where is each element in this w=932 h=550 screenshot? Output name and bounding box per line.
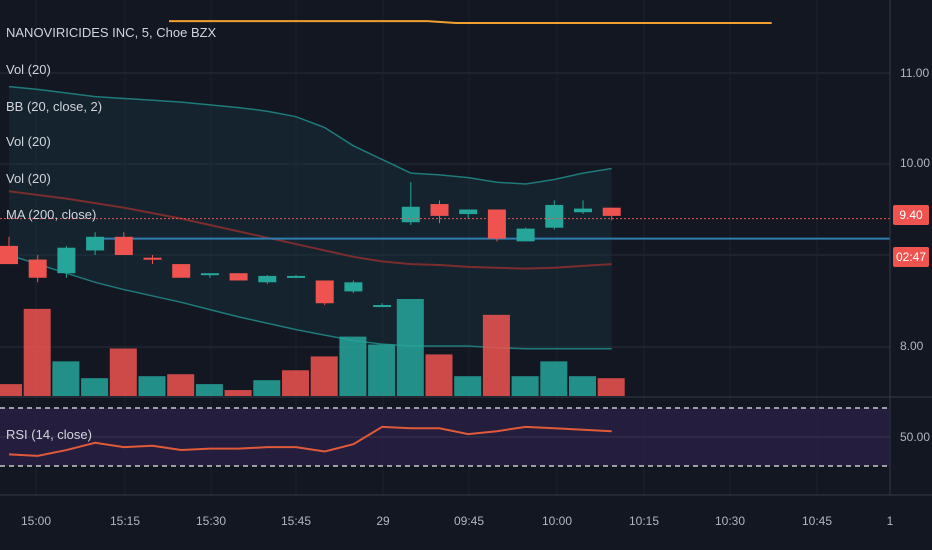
volume-bar xyxy=(253,380,281,396)
rsi-line xyxy=(8,425,612,457)
volume-bar xyxy=(482,314,510,396)
legend-ma[interactable]: MA (200, close) xyxy=(6,207,97,222)
volume-bar xyxy=(425,354,453,396)
volume-bar xyxy=(282,370,309,396)
volume-bar xyxy=(454,376,482,396)
candle-body xyxy=(86,236,105,251)
time-tick: 15:15 xyxy=(109,514,141,528)
candle-body xyxy=(172,264,191,278)
time-tick: 15:45 xyxy=(280,514,312,528)
volume-bar xyxy=(224,390,252,396)
time-tick: 15:30 xyxy=(195,514,227,528)
volume-bar xyxy=(52,361,80,396)
candle-body xyxy=(516,228,535,242)
volume-bar xyxy=(138,376,166,396)
time-tick: 10:15 xyxy=(628,514,660,528)
candle-body xyxy=(602,207,621,216)
volume-bar xyxy=(195,384,223,396)
legend-bb[interactable]: BB (20, close, 2) xyxy=(6,99,103,114)
candle-body xyxy=(287,275,305,278)
candle-body xyxy=(200,273,219,276)
volume-bar xyxy=(109,348,137,396)
candle-body xyxy=(114,236,133,255)
candle-body xyxy=(344,282,363,292)
countdown-tag: 02:47 xyxy=(893,247,929,267)
volume-bar xyxy=(81,378,109,396)
time-tick: 10:00 xyxy=(541,514,573,528)
time-tick: 10:45 xyxy=(801,514,833,528)
legend-vol-2[interactable]: Vol (20) xyxy=(6,134,51,149)
volume-bar xyxy=(511,376,539,396)
candle-body xyxy=(373,305,392,308)
volume-bar xyxy=(597,378,625,396)
bb-fill xyxy=(9,86,612,349)
orange-line xyxy=(169,20,772,24)
candle-body xyxy=(574,208,592,213)
price-tick-11: 11.00 xyxy=(900,66,930,80)
time-tick: 1 xyxy=(886,514,894,528)
candle-body xyxy=(487,209,506,239)
price-tick-10: 10.00 xyxy=(900,156,931,170)
volume-bar xyxy=(0,384,22,396)
volume-bar xyxy=(23,308,51,396)
volume-bar xyxy=(368,344,396,396)
price-tick-8: 8.00 xyxy=(900,339,924,353)
time-tick: 29 xyxy=(376,514,390,528)
candle-body xyxy=(57,247,76,274)
volume-bar xyxy=(339,336,367,396)
rsi-tick-50: 50.00 xyxy=(900,430,931,444)
legend-rsi[interactable]: RSI (14, close) xyxy=(6,427,92,442)
volume-bar xyxy=(167,374,195,396)
legend-vol-3[interactable]: Vol (20) xyxy=(6,171,51,186)
candle-body xyxy=(401,206,420,223)
bb-upper-line xyxy=(8,85,612,185)
candle-body xyxy=(545,204,564,228)
candle-body xyxy=(459,209,478,215)
ma-line xyxy=(8,190,612,270)
bb-lower-line xyxy=(8,254,612,350)
volume-bar xyxy=(396,298,424,396)
candle-body xyxy=(229,273,248,281)
candle-body xyxy=(0,245,18,265)
time-tick: 15:00 xyxy=(20,514,52,528)
candle-body xyxy=(258,275,277,283)
legend-vol-1[interactable]: Vol (20) xyxy=(6,62,51,77)
time-tick: 10:30 xyxy=(714,514,746,528)
symbol-legend[interactable]: NANOVIRICIDES INC, 5, Choe BZX xyxy=(6,25,217,40)
volume-bar xyxy=(540,361,568,396)
time-tick: 09:45 xyxy=(453,514,485,528)
candle-body xyxy=(143,257,162,260)
candle-body xyxy=(28,259,47,278)
volume-bar xyxy=(569,376,596,396)
volume-bar xyxy=(310,356,338,396)
last-price-tag: 9.40 xyxy=(893,205,929,225)
candle-body xyxy=(430,204,449,216)
candle-body xyxy=(315,280,334,304)
